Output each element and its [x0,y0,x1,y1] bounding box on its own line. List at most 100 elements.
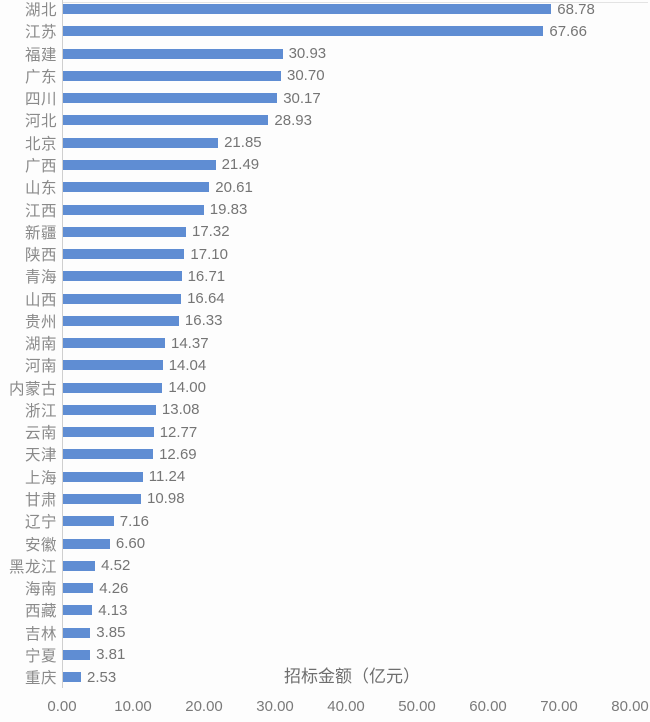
bar-zone: 12.77 [62,421,650,444]
value-label: 6.60 [115,535,146,552]
bar [63,4,552,15]
value-label: 11.24 [148,468,186,486]
bar [63,649,91,660]
bar-zone: 13.08 [62,398,650,422]
bar-row: 福建 30.93 [0,42,650,65]
category-label: 上海 [24,469,57,487]
category-label: 内蒙古 [8,380,57,398]
bar-row: 天津 12.69 [0,443,650,466]
category-label: 湖南 [24,336,57,354]
bar [63,382,163,393]
x-axis-ticks: 0.00 10.00 20.00 30.00 40.00 50.00 60.00 70.00 8… [47,698,648,718]
category-label: 重庆 [24,670,57,688]
bar [63,315,179,326]
bar [63,449,154,460]
category-label: 广西 [24,157,57,175]
bar-row: 甘肃 10.98 [0,487,650,511]
category-label: 宁夏 [24,647,57,665]
bar-row: 江西 19.83 [0,198,650,221]
value-label: 19.83 [209,201,248,219]
bar-row: 重庆 2.53 [0,665,650,689]
bar-zone: 12.69 [62,443,650,466]
bar-row: 宁夏 3.81 [0,643,650,666]
category-label: 陕西 [24,247,57,265]
category-label: 吉林 [24,625,57,643]
bar [63,583,94,594]
bar-zone: 3.85 [62,621,650,644]
value-label: 13.08 [161,401,200,419]
bar [63,404,156,415]
bar [63,249,185,260]
bar-row: 新疆 17.32 [0,220,650,243]
bar [63,605,93,616]
bar-row: 河南 14.04 [0,354,650,377]
bar-row: 浙江 13.08 [0,398,650,422]
category-label: 四川 [24,91,57,109]
bar-row: 内蒙古 14.00 [0,376,650,399]
value-label: 67.66 [549,22,587,40]
value-label: 17.32 [192,223,230,241]
bar [63,427,154,438]
value-label: 21.49 [221,156,260,174]
bar-row: 吉林 3.85 [0,621,650,644]
category-label: 浙江 [24,402,57,420]
bar-zone: 10.98 [62,487,650,511]
value-label: 16.33 [184,312,223,330]
value-label: 30.17 [283,89,321,107]
bar-zone: 21.85 [62,131,650,154]
category-label: 河北 [24,113,57,131]
bar [63,516,114,527]
bar-row: 广西 21.49 [0,153,650,177]
bar-row: 山东 20.61 [0,176,650,199]
bar-row: 海南 4.26 [0,576,650,600]
bar-zone: 68.78 [62,0,650,21]
value-label: 28.93 [274,111,312,129]
value-label: 3.85 [96,624,126,642]
value-label: 12.69 [159,445,197,463]
plot-border-top [62,2,648,3]
chart-rows: 湖北 68.78 江苏 67.66 福建 30.93 广东 30.70 四川 3… [0,0,650,689]
category-label: 西藏 [24,603,57,621]
value-label: 4.26 [99,579,129,597]
category-label: 广东 [24,68,57,86]
bar-zone: 4.52 [62,554,650,577]
bar-zone: 6.60 [62,532,650,555]
bar [63,338,165,349]
bar-zone: 16.64 [62,287,650,310]
bar-row: 北京 21.85 [0,131,650,154]
bar-row: 西藏 4.13 [0,599,650,622]
bar-zone: 20.61 [62,176,650,199]
category-label: 云南 [24,425,57,443]
bar [63,48,283,59]
category-label: 甘肃 [24,491,57,509]
bar-zone: 14.00 [62,376,650,399]
bar-zone: 14.37 [62,331,650,355]
bar-row: 上海 11.24 [0,465,650,488]
bar-row: 青海 16.71 [0,265,650,288]
bar-zone: 17.10 [62,242,650,266]
bar [63,70,281,81]
category-label: 贵州 [24,313,57,331]
category-label: 天津 [24,447,57,465]
bar-row: 江苏 67.66 [0,20,650,43]
category-label: 新疆 [24,224,57,242]
bar-row: 广东 30.70 [0,64,650,88]
bar [63,93,278,104]
value-label: 3.81 [96,646,126,664]
value-label: 14.00 [168,379,206,397]
category-label: 山东 [24,180,57,198]
bar-zone: 21.49 [62,153,650,177]
value-label: 21.85 [224,134,262,152]
category-label: 黑龙江 [8,558,57,576]
category-label: 海南 [24,581,57,599]
value-label: 20.61 [215,178,253,196]
category-label: 北京 [24,135,57,153]
bar-zone: 14.04 [62,354,650,377]
value-label: 14.37 [171,334,209,352]
x-tick-label: 0.00 [47,698,77,715]
bar-row: 陕西 17.10 [0,242,650,266]
x-tick-label: 30.00 [256,698,294,715]
value-label: 16.71 [187,267,226,285]
value-label: 7.16 [119,512,149,530]
